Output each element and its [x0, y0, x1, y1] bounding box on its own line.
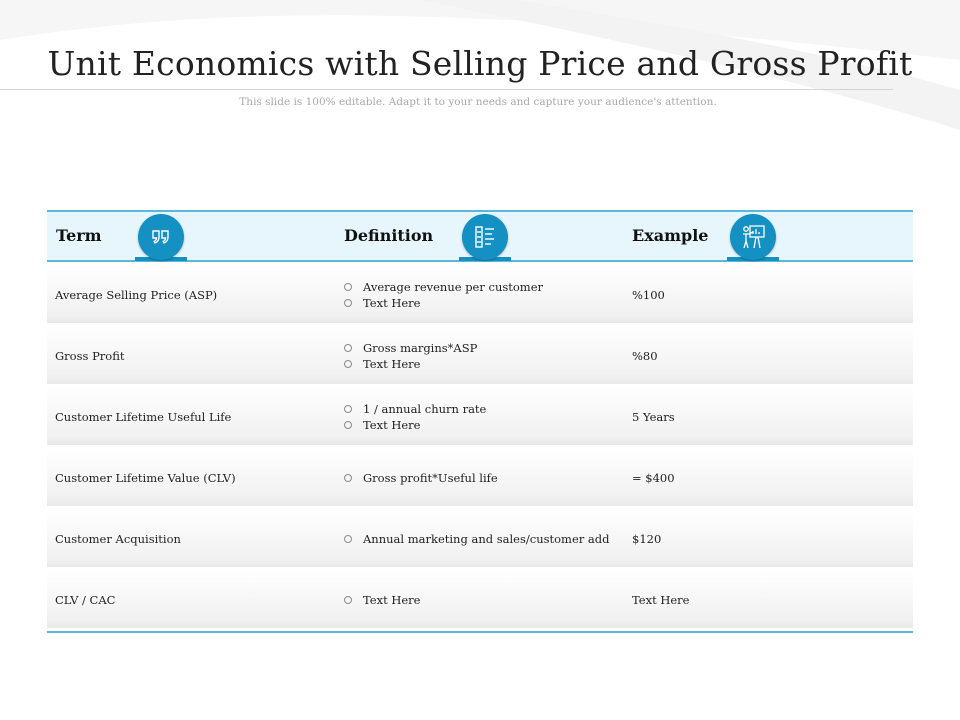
bullet-icon [344, 344, 352, 352]
table-header: Term Definition Example [47, 210, 913, 262]
cell-term: CLV / CAC [55, 593, 116, 607]
table-row: Gross Profit Gross margins*ASP Text Here… [47, 326, 913, 384]
table-bottom-rule [47, 631, 913, 633]
header-definition: Definition [344, 226, 434, 245]
bullet-icon [344, 535, 352, 543]
background-swoosh [0, 0, 960, 130]
cell-example: %100 [632, 288, 665, 302]
title-divider [0, 89, 893, 90]
cell-term: Customer Lifetime Useful Life [55, 410, 232, 424]
table-row: Customer Lifetime Value (CLV) Gross prof… [47, 448, 913, 506]
cell-term: Gross Profit [55, 349, 125, 363]
cell-example: 5 Years [632, 410, 675, 424]
presenter-board-icon [727, 212, 779, 262]
bullet-icon [344, 283, 352, 291]
bullet-icon [344, 405, 352, 413]
cell-term: Customer Acquisition [55, 532, 181, 546]
bullet-icon [344, 360, 352, 368]
cell-example: $120 [632, 532, 662, 546]
cell-definition: Gross margins*ASP Text Here [344, 340, 477, 372]
header-term: Term [56, 226, 102, 245]
unit-economics-table: Term Definition Example [47, 210, 913, 633]
cell-example: Text Here [632, 593, 690, 607]
cell-definition: Text Here [344, 592, 420, 608]
bullet-icon [344, 421, 352, 429]
table-row: CLV / CAC Text Here Text Here [47, 570, 913, 628]
cell-term: Average Selling Price (ASP) [55, 288, 218, 302]
bullet-icon [344, 474, 352, 482]
cell-example: %80 [632, 349, 658, 363]
table-row: Average Selling Price (ASP) Average reve… [47, 265, 913, 323]
slide-title: Unit Economics with Selling Price and Gr… [47, 44, 913, 83]
table-row: Customer Lifetime Useful Life 1 / annual… [47, 387, 913, 445]
quote-marks-icon [135, 212, 187, 262]
slide-subtitle: This slide is 100% editable. Adapt it to… [239, 96, 717, 108]
cell-definition: Gross profit*Useful life [344, 470, 498, 486]
header-example: Example [632, 226, 709, 245]
checklist-icon [459, 212, 511, 262]
bullet-icon [344, 596, 352, 604]
cell-example: = $400 [632, 471, 675, 485]
bullet-icon [344, 299, 352, 307]
table-row: Customer Acquisition Annual marketing an… [47, 509, 913, 567]
cell-definition: Annual marketing and sales/customer add [344, 531, 610, 547]
cell-definition: 1 / annual churn rate Text Here [344, 401, 486, 433]
cell-definition: Average revenue per customer Text Here [344, 279, 543, 311]
cell-term: Customer Lifetime Value (CLV) [55, 471, 236, 485]
